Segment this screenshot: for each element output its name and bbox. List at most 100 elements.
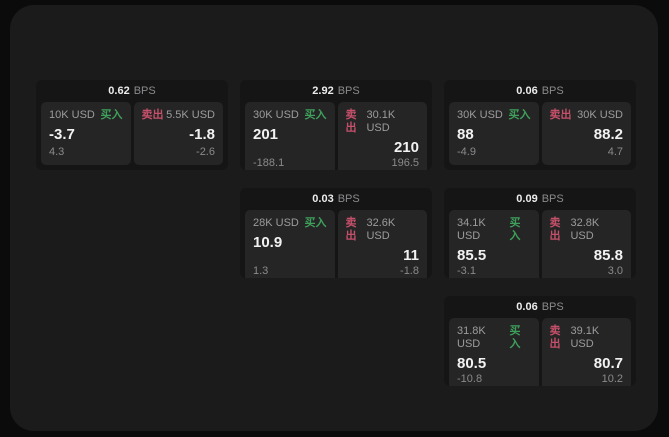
bps-header: 0.09 BPS [444, 188, 636, 210]
sell-price-tile[interactable]: 卖出 39.1K USD 80.7 10.2 [541, 318, 631, 386]
card-body: 28K USD 买入 10.9 1.3 卖出 32.6K USD 11 -1.8 [240, 210, 432, 278]
sell-price: -1.8 [189, 126, 215, 143]
sell-side-label: 卖出 [549, 109, 572, 121]
bps-header: 2.92 BPS [240, 80, 432, 102]
sell-amount: 32.8K USD [570, 217, 600, 242]
sell-side-label: 卖出 [141, 109, 164, 121]
buy-price-tile[interactable]: 30K USD 买入 201 -188.1 [245, 102, 335, 170]
quote-card: 0.09 BPS 34.1K USD 买入 85.5 -3.1 卖出 32.8K… [444, 188, 636, 278]
bps-value: 2.92 [312, 85, 334, 97]
card-body: 30K USD 买入 201 -188.1 卖出 30.1K USD 210 1… [240, 102, 432, 170]
bps-value: 0.62 [108, 85, 130, 97]
sell-amount: 5.5K USD [166, 109, 215, 121]
buy-tile-header: 10K USD 买入 [49, 109, 123, 122]
sell-tile-header: 卖出 5.5K USD [142, 109, 216, 122]
sell-delta: 196.5 [391, 157, 419, 169]
buy-price-tile[interactable]: 10K USD 买入 -3.7 4.3 [41, 102, 131, 165]
sell-tile-header: 卖出 32.8K USD [550, 217, 624, 243]
bps-header: 0.06 BPS [444, 296, 636, 318]
buy-side-label: 买入 [508, 109, 531, 121]
bps-value: 0.06 [516, 85, 538, 97]
card-body: 30K USD 买入 88 -4.9 卖出 30K USD 88.2 4.7 [444, 102, 636, 170]
buy-amount: 28K USD [253, 217, 299, 229]
buy-tile-header: 28K USD 买入 [253, 217, 327, 230]
buy-amount: 34.1K USD [457, 217, 486, 242]
buy-delta: -10.8 [457, 373, 483, 385]
sell-amount: 32.6K USD [366, 217, 396, 242]
sell-tile-header: 卖出 30K USD [550, 109, 624, 122]
sell-side-label: 卖出 [549, 217, 561, 242]
bps-header: 0.62 BPS [36, 80, 228, 102]
buy-delta: -3.1 [457, 265, 476, 277]
card-body: 31.8K USD 买入 80.5 -10.8 卖出 39.1K USD 80.… [444, 318, 636, 386]
buy-side-label: 买入 [304, 109, 327, 121]
buy-price-tile[interactable]: 31.8K USD 买入 80.5 -10.8 [449, 318, 539, 386]
sell-tile-header: 卖出 32.6K USD [346, 217, 420, 243]
sell-price: 80.7 [593, 355, 623, 372]
buy-price: -3.7 [49, 126, 75, 143]
quote-card: 0.03 BPS 28K USD 买入 10.9 1.3 卖出 32.6K US… [240, 188, 432, 278]
buy-delta: -4.9 [457, 146, 476, 158]
buy-delta: 1.3 [253, 265, 269, 277]
bps-header: 0.06 BPS [444, 80, 636, 102]
bps-value: 0.09 [516, 193, 538, 205]
bps-unit-label: BPS [541, 193, 564, 205]
buy-price: 85.5 [457, 247, 487, 264]
bps-unit-label: BPS [337, 193, 360, 205]
quote-card: 0.06 BPS 31.8K USD 买入 80.5 -10.8 卖出 39.1… [444, 296, 636, 386]
sell-tile-header: 卖出 30.1K USD [346, 109, 420, 135]
sell-price: 88.2 [593, 126, 623, 143]
buy-tile-header: 31.8K USD 买入 [457, 325, 531, 351]
buy-side-label: 买入 [100, 109, 123, 121]
sell-amount: 30K USD [577, 109, 623, 121]
bps-header: 0.03 BPS [240, 188, 432, 210]
buy-tile-header: 30K USD 买入 [457, 109, 531, 122]
card-body: 34.1K USD 买入 85.5 -3.1 卖出 32.8K USD 85.8… [444, 210, 636, 278]
sell-price-tile[interactable]: 卖出 32.6K USD 11 -1.8 [337, 210, 427, 278]
buy-delta: -188.1 [253, 157, 285, 169]
bps-value: 0.03 [312, 193, 334, 205]
bps-unit-label: BPS [337, 85, 360, 97]
buy-delta: 4.3 [49, 146, 65, 158]
sell-price-tile[interactable]: 卖出 30K USD 88.2 4.7 [541, 102, 631, 165]
buy-price: 10.9 [253, 234, 283, 251]
bps-unit-label: BPS [133, 85, 156, 97]
buy-amount: 31.8K USD [457, 325, 486, 350]
sell-price: 210 [393, 139, 419, 156]
quote-card: 0.62 BPS 10K USD 买入 -3.7 4.3 卖出 5.5K USD [36, 80, 228, 170]
quote-card: 2.92 BPS 30K USD 买入 201 -188.1 卖出 30.1K … [240, 80, 432, 170]
sell-delta: 10.2 [601, 373, 623, 385]
sell-price: 11 [403, 247, 419, 264]
sell-price-tile[interactable]: 卖出 30.1K USD 210 196.5 [337, 102, 427, 170]
buy-side-label: 买入 [509, 325, 521, 350]
bps-unit-label: BPS [541, 301, 564, 313]
sell-side-label: 卖出 [345, 217, 357, 242]
card-body: 10K USD 买入 -3.7 4.3 卖出 5.5K USD -1.8 -2.… [36, 102, 228, 170]
buy-amount: 10K USD [49, 109, 95, 121]
sell-side-label: 卖出 [345, 109, 357, 134]
buy-price: 201 [253, 126, 279, 143]
buy-price: 88 [457, 126, 474, 143]
buy-price: 80.5 [457, 355, 487, 372]
sell-delta: 4.7 [607, 146, 623, 158]
sell-tile-header: 卖出 39.1K USD [550, 325, 624, 351]
sell-side-label: 卖出 [549, 325, 561, 350]
buy-tile-header: 34.1K USD 买入 [457, 217, 531, 243]
buy-tile-header: 30K USD 买入 [253, 109, 327, 122]
sell-delta: -2.6 [196, 146, 215, 158]
quote-grid: 0.62 BPS 10K USD 买入 -3.7 4.3 卖出 5.5K USD [36, 80, 636, 386]
sell-price-tile[interactable]: 卖出 32.8K USD 85.8 3.0 [541, 210, 631, 278]
sell-price-tile[interactable]: 卖出 5.5K USD -1.8 -2.6 [133, 102, 223, 165]
buy-price-tile[interactable]: 34.1K USD 买入 85.5 -3.1 [449, 210, 539, 278]
sell-amount: 30.1K USD [366, 109, 396, 134]
sell-delta: 3.0 [607, 265, 623, 277]
sell-delta: -1.8 [400, 265, 419, 277]
buy-price-tile[interactable]: 28K USD 买入 10.9 1.3 [245, 210, 335, 278]
quote-card: 0.06 BPS 30K USD 买入 88 -4.9 卖出 30K USD [444, 80, 636, 170]
bps-unit-label: BPS [541, 85, 564, 97]
sell-price: 85.8 [593, 247, 623, 264]
quote-board-panel: 0.62 BPS 10K USD 买入 -3.7 4.3 卖出 5.5K USD [10, 5, 658, 431]
buy-price-tile[interactable]: 30K USD 买入 88 -4.9 [449, 102, 539, 165]
buy-amount: 30K USD [253, 109, 299, 121]
buy-side-label: 买入 [509, 217, 521, 242]
